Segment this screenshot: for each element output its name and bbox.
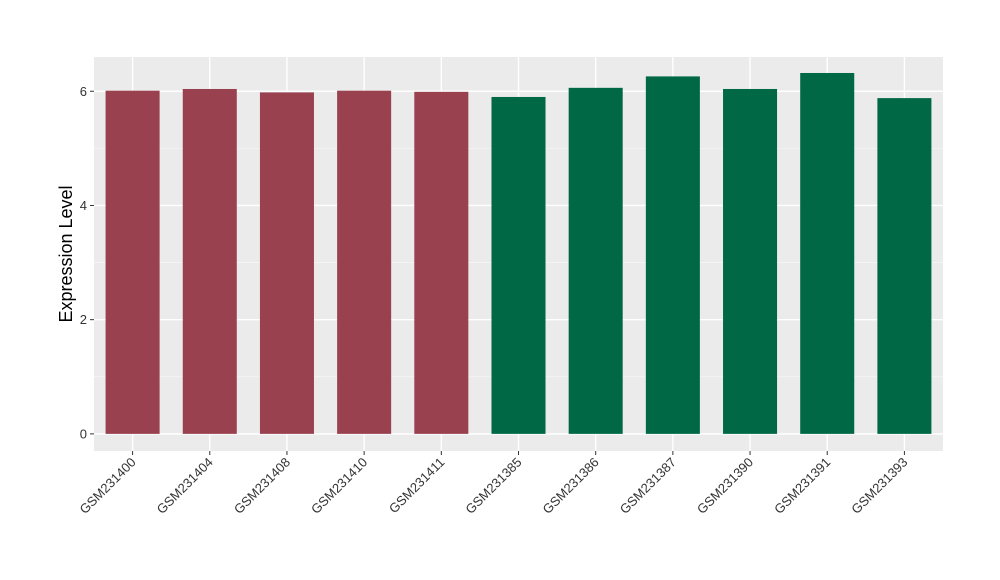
bar-GSM231391 bbox=[800, 72, 855, 434]
x-tick-label: GSM231408 bbox=[231, 455, 293, 517]
bar-GSM231385 bbox=[491, 96, 546, 434]
bars bbox=[105, 72, 932, 434]
y-tick-label: 2 bbox=[80, 312, 87, 327]
x-tick-label: GSM231386 bbox=[540, 455, 602, 517]
bar-GSM231410 bbox=[337, 90, 392, 434]
bar-GSM231390 bbox=[723, 88, 778, 434]
bar-GSM231408 bbox=[259, 92, 314, 434]
bar-GSM231411 bbox=[414, 91, 469, 434]
x-tick-label: GSM231411 bbox=[386, 455, 448, 517]
bar-GSM231400 bbox=[105, 90, 160, 434]
x-tick-label: GSM231400 bbox=[76, 455, 138, 517]
x-tick-label: GSM231393 bbox=[848, 455, 910, 517]
bar-GSM231404 bbox=[182, 88, 237, 434]
y-tick-label: 0 bbox=[80, 426, 87, 441]
x-tick-label: GSM231410 bbox=[308, 455, 370, 517]
y-axis: 0 2 4 6 bbox=[80, 84, 94, 441]
x-tick-label: GSM231390 bbox=[694, 455, 756, 517]
y-tick-label: 4 bbox=[80, 198, 87, 213]
x-tick-label: GSM231385 bbox=[462, 455, 524, 517]
y-axis-title: Expression Level bbox=[56, 185, 76, 322]
x-tick-label: GSM231404 bbox=[154, 455, 216, 517]
x-tick-label: GSM231391 bbox=[771, 455, 833, 517]
x-tick-label: GSM231387 bbox=[617, 455, 679, 517]
x-axis: GSM231400 GSM231404 GSM231408 GSM231410 GSM2… bbox=[76, 451, 911, 517]
bar-GSM231387 bbox=[645, 76, 700, 434]
bar-GSM231386 bbox=[568, 87, 623, 434]
y-tick-label: 6 bbox=[80, 84, 87, 99]
bar-GSM231393 bbox=[877, 98, 932, 434]
